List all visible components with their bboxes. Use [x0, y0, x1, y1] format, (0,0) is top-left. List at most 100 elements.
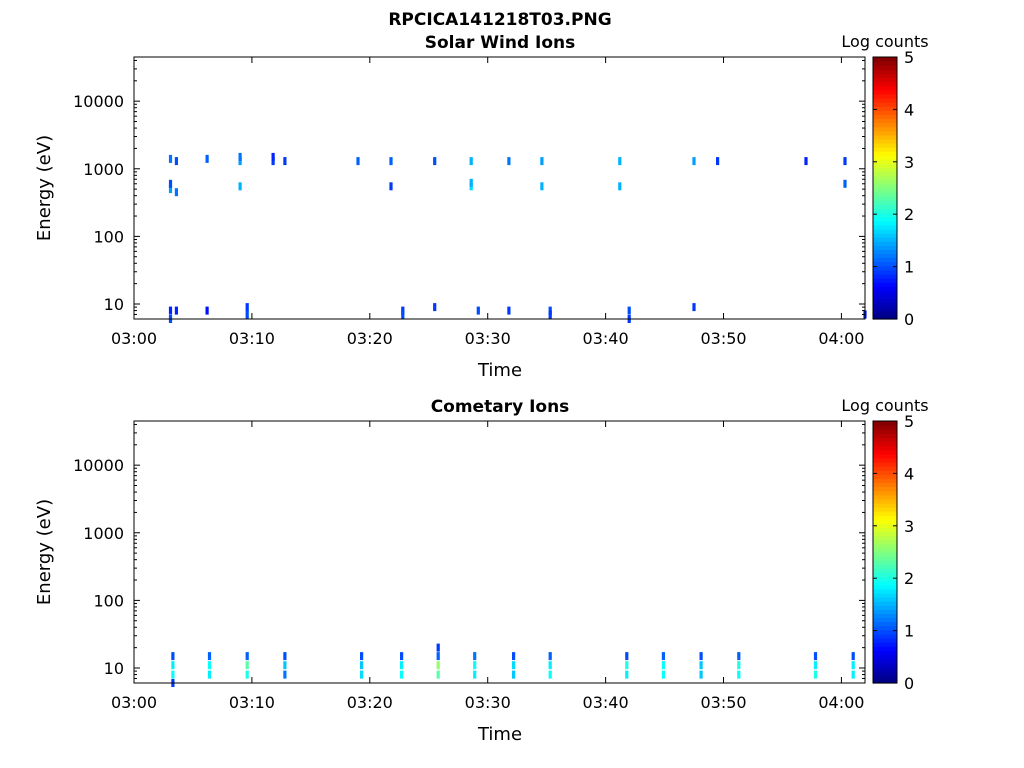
colorbar-segment [873, 265, 897, 271]
colorbar-segment [873, 228, 897, 234]
colorbar-segment [873, 527, 897, 533]
figure-title: RPCICA141218T03.PNG [388, 10, 611, 30]
colorbar-segment [873, 298, 897, 304]
colorbar-segment [873, 142, 897, 148]
heatmap-cell [168, 306, 173, 315]
colorbar-segment [873, 421, 897, 426]
heatmap-cell [436, 652, 440, 661]
colorbar-segment [873, 200, 897, 205]
heatmap-cell [843, 157, 847, 166]
colorbar-segment [873, 151, 897, 156]
colorbar-segment [873, 437, 897, 443]
heatmap-cell [507, 306, 511, 315]
colorbar-segment [873, 580, 897, 586]
y-tick-label: 10000 [73, 456, 124, 475]
colorbar-segment [873, 453, 897, 459]
y-tick-label: 100 [93, 591, 124, 610]
heatmap-cell [171, 661, 175, 670]
heatmap-cell [174, 188, 178, 197]
heatmap-cell [618, 182, 622, 191]
heatmap-cell [283, 652, 287, 661]
y-tick-label: 10 [104, 295, 124, 314]
heatmap-cell [238, 182, 242, 191]
heatmap-cell [171, 670, 175, 679]
heatmap-cell [401, 310, 405, 319]
heatmap-cell [207, 652, 212, 661]
heatmap-cell [271, 152, 275, 161]
heatmap-cell [360, 661, 364, 670]
heatmap-cell [473, 661, 477, 670]
colorbar-segment [873, 155, 897, 160]
heatmap-cell [627, 306, 631, 315]
x-axis-label: Time [477, 360, 522, 381]
heatmap-cell [174, 157, 178, 166]
x-tick-label: 03:20 [347, 329, 393, 348]
colorbar-segment [873, 646, 897, 651]
colorbar: 0 1 2 3 4 5 [872, 48, 914, 329]
colorbar-segment [873, 556, 897, 561]
x-tick-label: 03:40 [583, 329, 629, 348]
colorbar-segment [873, 515, 897, 520]
colorbar-segment [873, 621, 897, 627]
colorbar-segment [873, 138, 897, 144]
colorbar-segment [873, 302, 897, 308]
colorbar-segment [873, 253, 897, 259]
colorbar-tick-label: 2 [904, 205, 914, 224]
x-axis-label: Time [477, 724, 522, 745]
colorbar-segment [873, 69, 897, 74]
heatmap-cell [245, 661, 249, 670]
colorbar-segment [873, 584, 897, 590]
plot-frame [133, 56, 866, 320]
heatmap-cell [283, 670, 287, 679]
colorbar-segment [873, 163, 897, 169]
colorbar-segment [873, 666, 897, 672]
colorbar-segment [873, 257, 897, 263]
heatmap-cell [400, 670, 404, 679]
chart-title: Solar Wind Ions [425, 33, 576, 53]
colorbar-tick-label: 0 [904, 674, 914, 693]
colorbar-segment [873, 134, 897, 140]
colorbar-segment [873, 539, 897, 545]
colorbar-segment [873, 89, 897, 95]
colorbar-segment [873, 175, 897, 181]
colorbar-segment [873, 498, 897, 504]
y-axis-label: Energy (eV) [34, 499, 55, 605]
colorbar-segment [873, 609, 897, 614]
colorbar-segment [873, 249, 897, 255]
colorbar-segment [873, 204, 897, 210]
y-tick-label: 10 [104, 659, 124, 678]
y-tick-label: 100 [93, 227, 124, 246]
colorbar-segment [873, 506, 897, 512]
colorbar-segment [873, 576, 897, 582]
x-tick-label: 03:00 [111, 329, 157, 348]
heatmap-cell [433, 303, 437, 312]
y-axis: 10 100 1000 10000 [73, 59, 865, 320]
heatmap-cell [473, 652, 477, 661]
heatmap-cell [476, 306, 480, 315]
y-tick-label: 10000 [73, 92, 124, 111]
colorbar-segment [873, 81, 897, 87]
heatmap-cell [692, 157, 696, 166]
colorbar-segment [873, 282, 897, 287]
colorbar-tick-label: 4 [904, 464, 914, 483]
colorbar-tick-label: 4 [904, 100, 914, 119]
colorbar-segment [873, 97, 897, 103]
colorbar-segment [873, 564, 897, 569]
colorbar-segment [873, 629, 897, 635]
y-axis: 10 100 1000 10000 [73, 423, 865, 684]
x-tick-label: 03:30 [465, 693, 511, 712]
colorbar-frame [872, 420, 898, 684]
heatmap-cell [512, 661, 516, 670]
heatmap-cell [469, 178, 473, 187]
x-tick-label: 04:00 [818, 693, 864, 712]
heatmap-cell [699, 652, 703, 661]
heatmap-cell [625, 670, 629, 679]
colorbar: 0 1 2 3 4 5 [872, 412, 914, 693]
heatmap-cell [205, 306, 209, 315]
heatmap-cell [168, 154, 173, 163]
colorbar-segment [873, 106, 897, 111]
heatmap-cell [389, 182, 393, 191]
colorbar-segment [873, 57, 897, 62]
heatmap-cell [356, 157, 360, 166]
heatmap-cell [436, 670, 440, 679]
